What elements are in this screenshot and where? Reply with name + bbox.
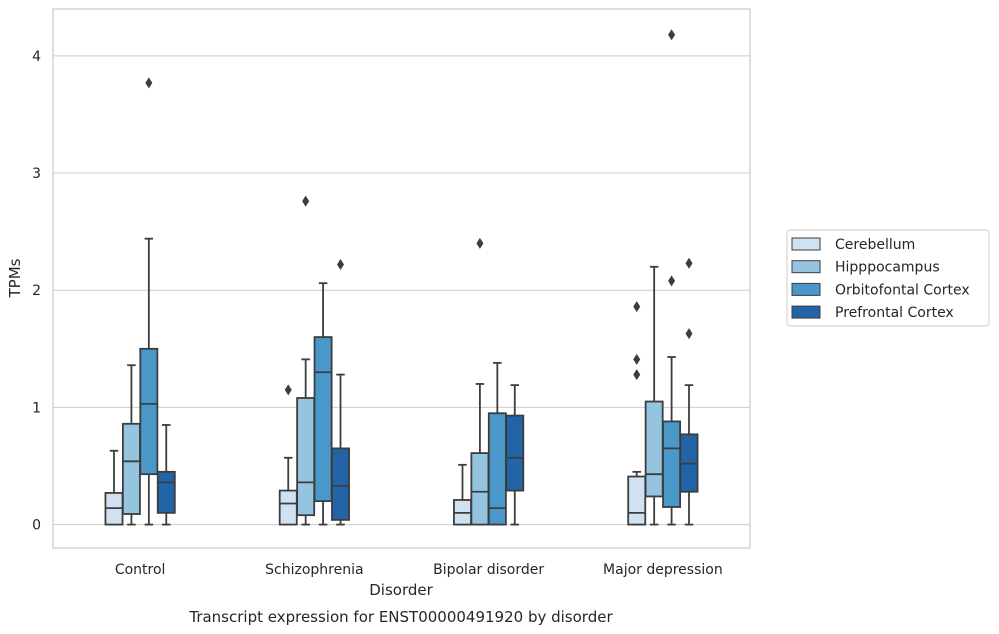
- y-tick-label: 3: [32, 166, 41, 182]
- outlier-point: [668, 275, 676, 287]
- plot-background: [53, 9, 750, 548]
- outlier-point: [145, 77, 153, 89]
- box: [662, 420, 682, 508]
- box: [296, 397, 316, 517]
- outlier-point: [685, 257, 693, 269]
- y-axis-label: TPMs: [6, 258, 24, 298]
- box-plot: [139, 77, 159, 526]
- box-plot: [156, 424, 176, 526]
- plot-frame: [52, 8, 751, 549]
- box-plots: [104, 29, 699, 526]
- box: [278, 489, 298, 526]
- legend-swatch: [791, 237, 821, 251]
- legend-label: Orbitofontal Cortex: [835, 282, 970, 298]
- box-plot: [627, 301, 647, 526]
- box-plot: [121, 364, 141, 526]
- legend-swatch: [791, 282, 821, 296]
- box: [644, 400, 664, 498]
- box-plot: [487, 361, 507, 526]
- box: [313, 336, 333, 503]
- legend: Cerebellum Hipppocampus Orbitofontal Corte…: [786, 229, 990, 327]
- y-tick-label: 4: [32, 49, 41, 65]
- chart-title: Transcript expression for ENST0000049192…: [188, 608, 613, 626]
- y-tick-labels: 0 1 2 3 4: [32, 49, 41, 534]
- box: [470, 452, 490, 526]
- y-tick-label: 0: [32, 518, 41, 534]
- box-plot: [505, 384, 525, 526]
- x-tick-labels: Control Schizophrenia Bipolar disorder Majo…: [115, 562, 723, 578]
- box: [156, 470, 176, 514]
- legend-label: Hipppocampus: [835, 260, 940, 276]
- box: [627, 475, 647, 526]
- outlier-point: [302, 195, 310, 207]
- box-plot: [679, 257, 699, 526]
- box-plot: [313, 282, 333, 526]
- outlier-point: [685, 328, 693, 340]
- outlier-point: [633, 301, 641, 313]
- y-tick-label: 1: [32, 400, 41, 416]
- legend-swatch: [791, 305, 821, 319]
- box: [331, 447, 350, 521]
- x-tick-label: Major depression: [603, 562, 723, 578]
- outlier-point: [633, 353, 641, 365]
- x-axis-label: Disorder: [369, 581, 433, 599]
- box-plot: [644, 265, 664, 526]
- box: [139, 347, 159, 476]
- outlier-point: [284, 384, 292, 396]
- x-tick-label: Bipolar disorder: [433, 562, 544, 578]
- outlier-point: [633, 369, 641, 381]
- box-plot: [331, 258, 350, 526]
- legend-label: Prefrontal Cortex: [835, 305, 954, 321]
- legend-swatch: [791, 260, 821, 274]
- x-tick-label: Control: [115, 562, 166, 578]
- x-tick-label: Schizophrenia: [265, 562, 363, 578]
- legend-label: Cerebellum: [835, 237, 915, 253]
- box: [505, 414, 525, 492]
- outlier-point: [668, 29, 676, 41]
- y-tick-label: 2: [32, 283, 41, 299]
- outlier-point: [476, 237, 484, 249]
- box-plot: [662, 29, 682, 526]
- box: [121, 422, 141, 515]
- legend-frame: [786, 229, 990, 327]
- outlier-point: [337, 258, 345, 270]
- box-plot: [104, 449, 124, 526]
